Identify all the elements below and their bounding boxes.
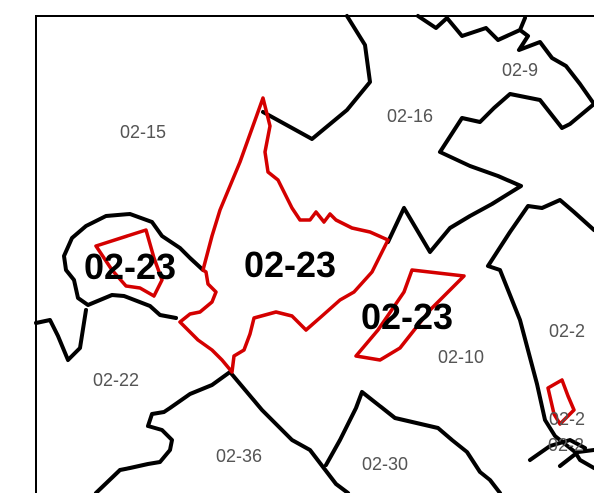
target-district-label: 02-23 <box>244 244 336 285</box>
boundary-02-15-02-22-loop <box>62 212 205 320</box>
district-label: 02-2 <box>549 409 585 429</box>
district-label: 02-10 <box>438 347 484 367</box>
boundary-02-10-02-2 <box>486 198 594 470</box>
boundary-02-16-02-10 <box>386 92 594 254</box>
boundary-02-36-02-30 <box>228 370 350 493</box>
target-district-label: 02-23 <box>84 246 176 287</box>
district-label: 02-30 <box>362 454 408 474</box>
district-02-23-west-outline <box>94 228 164 298</box>
boundary-02-30-02-10 <box>324 390 502 493</box>
boundary-02-2-south <box>528 438 594 468</box>
district-label: 02-15 <box>120 122 166 142</box>
district-label: 02-2 <box>549 321 585 341</box>
district-label: 02-16 <box>387 106 433 126</box>
boundary-02-15-02-16 <box>261 14 372 141</box>
district-labels: 02-9 02-16 02-15 02-22 02-10 02-2 02-36 … <box>93 60 585 474</box>
district-label: 02-9 <box>502 60 538 80</box>
target-district-label: 02-23 <box>361 296 453 337</box>
district-label: 02-22 <box>93 370 139 390</box>
district-02-23-outline <box>94 96 576 426</box>
boundary-02-16-02-9 <box>416 14 594 106</box>
district-02-23-main-outline <box>178 96 390 374</box>
district-label: 02-2 <box>548 435 584 455</box>
target-labels: 02-23 02-23 02-23 <box>84 244 453 337</box>
boundary-02-22-west <box>34 308 88 362</box>
district-02-23-southeast-outline <box>546 378 576 426</box>
district-boundaries <box>34 14 594 493</box>
district-label: 02-36 <box>216 446 262 466</box>
boundary-02-22-02-36 <box>94 370 232 493</box>
district-02-23-east-outline <box>354 268 466 362</box>
map-frame <box>35 15 594 493</box>
